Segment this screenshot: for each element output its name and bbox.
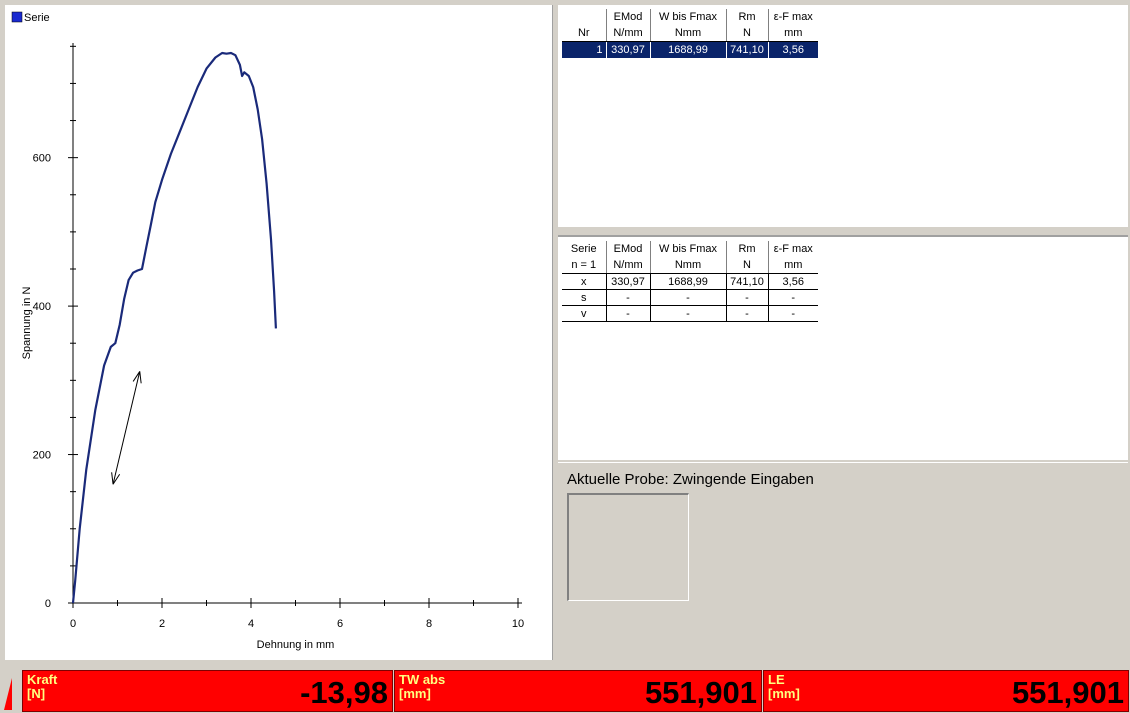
- measurement-status-bar: Kraft [N] -13,98 TW abs [mm] 551,901 LE …: [0, 666, 1130, 713]
- results-col-unit-0[interactable]: Nr: [562, 25, 606, 42]
- annotation-arrowhead-bottom: [111, 472, 114, 485]
- le-display[interactable]: LE [mm] 551,901: [763, 670, 1129, 712]
- statistics-col-unit-4[interactable]: mm: [767, 257, 818, 274]
- statistics-cell: 741,10: [725, 273, 768, 290]
- mandatory-input-box[interactable]: [567, 493, 689, 601]
- results-row[interactable]: 1 330,97 1688,99 741,10 3,56: [562, 41, 818, 58]
- statistics-cell: -: [767, 305, 818, 322]
- statistics-col-header-0[interactable]: Serie: [570, 243, 597, 255]
- chart-panel[interactable]: 0 2 4 6 8 10 0 200 400 600 Dehnung in mm Spannung i…: [5, 5, 553, 660]
- annotation-arrowhead-top: [132, 371, 141, 382]
- statistics-col-unit-0[interactable]: n = 1: [562, 257, 606, 274]
- force-display[interactable]: Kraft [N] -13,98: [22, 670, 393, 712]
- x-tick-label: 10: [512, 618, 524, 630]
- statistics-cell: v: [562, 305, 606, 322]
- vertical-splitter[interactable]: [553, 5, 558, 660]
- statistics-col-unit-2[interactable]: Nmm: [649, 257, 726, 274]
- y-tick-label: 0: [45, 598, 51, 610]
- statistics-col-header-2[interactable]: W bis Fmax: [649, 241, 726, 257]
- statistics-cell: -: [649, 305, 726, 322]
- results-cell: 1688,99: [649, 41, 726, 58]
- annotation-arrowhead-bottom: [112, 473, 121, 485]
- statistics-cell: -: [725, 289, 768, 306]
- results-col-header-3[interactable]: Rm: [725, 9, 768, 25]
- horizontal-splitter-top[interactable]: [558, 227, 1128, 235]
- statistics-cell: -: [725, 305, 768, 322]
- results-cell: 1: [562, 41, 606, 58]
- x-tick-label: 2: [159, 618, 165, 630]
- y-axis-label: Spannung in N: [21, 287, 33, 360]
- force-label: Kraft [N]: [27, 672, 58, 701]
- results-cell: 330,97: [605, 41, 650, 58]
- traverse-display[interactable]: TW abs [mm] 551,901: [394, 670, 762, 712]
- x-axis-label: Dehnung in mm: [257, 639, 335, 651]
- stress-strain-chart[interactable]: 0 2 4 6 8 10 0 200 400 600 Dehnung in mm Spannung i…: [5, 5, 553, 660]
- x-tick-label: 4: [248, 618, 254, 630]
- x-tick-label: 0: [70, 618, 76, 630]
- statistics-col-header-3[interactable]: Rm: [725, 241, 768, 257]
- traverse-label: TW abs [mm]: [399, 672, 446, 701]
- statistics-panel[interactable]: Serie EMod W bis Fmax Rm ε-F max n = 1 N/mm Nm…: [558, 235, 1128, 460]
- statistics-header-top: Serie EMod W bis Fmax Rm ε-F max: [562, 241, 818, 257]
- legend-label: Serie: [24, 12, 50, 24]
- status-corner-mark-icon: [4, 678, 12, 710]
- results-col-unit-2[interactable]: Nmm: [649, 25, 726, 42]
- le-label: LE [mm]: [768, 672, 800, 701]
- results-header-top: EMod W bis Fmax Rm ε-F max: [562, 9, 818, 25]
- current-sample-title: Aktuelle Probe: Zwingende Eingaben: [567, 471, 814, 488]
- statistics-cell: -: [649, 289, 726, 306]
- statistics-col-header-1[interactable]: EMod: [605, 241, 650, 257]
- statistics-col-unit-1[interactable]: N/mm: [605, 257, 650, 274]
- statistics-row[interactable]: x 330,97 1688,99 741,10 3,56: [562, 273, 818, 290]
- statistics-cell: s: [562, 289, 606, 306]
- le-value: 551,901: [1011, 675, 1124, 710]
- statistics-row[interactable]: s----: [562, 289, 818, 306]
- results-col-header-2[interactable]: W bis Fmax: [649, 9, 726, 25]
- annotation-arrowhead-top: [139, 371, 142, 384]
- traverse-value: 551,901: [644, 675, 757, 710]
- statistics-cell: -: [605, 305, 650, 322]
- results-cell: 741,10: [725, 41, 768, 58]
- x-tick-label: 6: [337, 618, 343, 630]
- results-col-header-4[interactable]: ε-F max: [767, 9, 818, 25]
- results-col-unit-3[interactable]: N: [725, 25, 768, 42]
- statistics-cell: 330,97: [605, 273, 650, 290]
- statistics-cell: 1688,99: [649, 273, 726, 290]
- statistics-col-unit-3[interactable]: N: [725, 257, 768, 274]
- results-cell: 3,56: [767, 41, 818, 58]
- force-value: -13,98: [300, 675, 388, 710]
- statistics-col-header-4[interactable]: ε-F max: [767, 241, 818, 257]
- x-tick-label: 8: [426, 618, 432, 630]
- y-tick-label: 600: [33, 153, 51, 165]
- y-tick-label: 200: [33, 450, 51, 462]
- annotation-arrow-line: [112, 371, 141, 485]
- results-col-unit-4[interactable]: mm: [767, 25, 818, 42]
- series-line-serie: [71, 51, 277, 604]
- legend-swatch: [11, 11, 23, 23]
- results-col-header-1[interactable]: EMod: [605, 9, 650, 25]
- statistics-table[interactable]: Serie EMod W bis Fmax Rm ε-F max n = 1 N/mm Nm…: [562, 241, 818, 322]
- current-sample-panel: Aktuelle Probe: Zwingende Eingaben: [558, 462, 1128, 660]
- statistics-cell: x: [562, 273, 606, 290]
- statistics-row[interactable]: v----: [562, 305, 818, 322]
- statistics-cell: -: [605, 289, 650, 306]
- statistics-cell: -: [767, 289, 818, 306]
- results-col-header-0[interactable]: [562, 9, 606, 25]
- statistics-cell: 3,56: [767, 273, 818, 290]
- y-tick-label: 400: [33, 301, 51, 313]
- results-col-unit-1[interactable]: N/mm: [605, 25, 650, 42]
